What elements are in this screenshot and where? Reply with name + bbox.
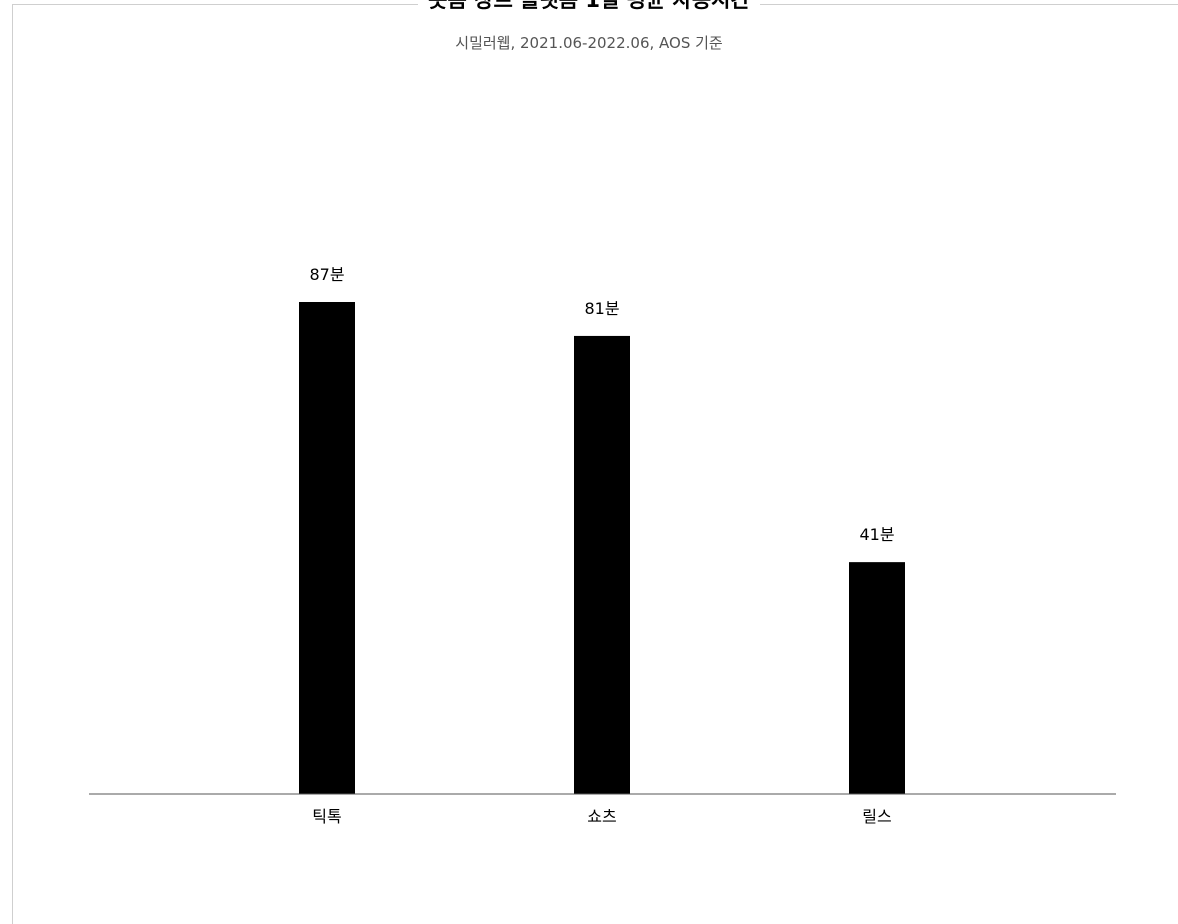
bar-3	[849, 562, 905, 794]
x-tick-label-2: 쇼츠	[587, 807, 616, 826]
data-label-2: 81분	[584, 299, 619, 318]
data-labels-group: 87분 81분 41분	[309, 265, 894, 544]
bars-group	[299, 302, 905, 794]
data-label-3: 41분	[859, 525, 894, 544]
x-tick-label-1: 틱톡	[312, 807, 341, 826]
x-tick-labels-group: 틱톡 쇼츠 릴스	[312, 807, 891, 826]
chart-title: 숏폼 장르 플랫폼 1일 평균 사용시간	[0, 0, 1178, 12]
chart-title-text: 숏폼 장르 플랫폼 1일 평균 사용시간	[418, 0, 760, 12]
x-tick-label-3: 릴스	[862, 807, 891, 826]
bar-2	[574, 335, 630, 794]
chart-subtitle: 시밀러웹, 2021.06-2022.06, AOS 기준	[455, 34, 723, 52]
data-label-1: 87분	[309, 265, 344, 284]
bar-1	[299, 302, 355, 794]
